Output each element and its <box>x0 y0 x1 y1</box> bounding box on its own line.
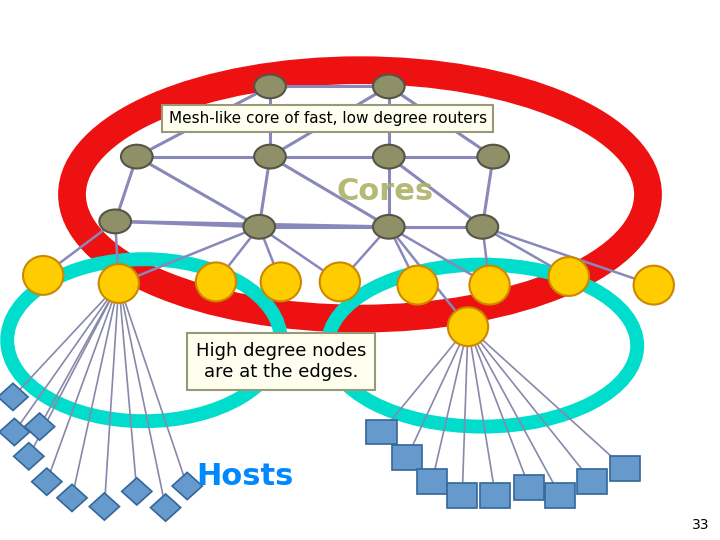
Polygon shape <box>32 468 62 495</box>
Ellipse shape <box>634 266 674 305</box>
Polygon shape <box>89 493 120 520</box>
Circle shape <box>477 145 509 168</box>
Circle shape <box>121 145 153 168</box>
Circle shape <box>254 145 286 168</box>
Circle shape <box>467 215 498 239</box>
Text: Cores: Cores <box>337 177 433 206</box>
Circle shape <box>243 215 275 239</box>
FancyBboxPatch shape <box>577 469 607 494</box>
Polygon shape <box>24 413 55 440</box>
FancyBboxPatch shape <box>545 483 575 508</box>
Text: Hosts: Hosts <box>196 462 294 491</box>
Text: High degree nodes
are at the edges.: High degree nodes are at the edges. <box>196 342 366 381</box>
Polygon shape <box>150 494 181 521</box>
Ellipse shape <box>23 256 63 295</box>
Polygon shape <box>0 418 30 445</box>
Polygon shape <box>0 383 28 410</box>
Polygon shape <box>57 484 87 511</box>
Ellipse shape <box>320 262 360 301</box>
Polygon shape <box>122 478 152 505</box>
Ellipse shape <box>261 262 301 301</box>
Ellipse shape <box>99 264 139 303</box>
Circle shape <box>373 215 405 239</box>
Polygon shape <box>14 443 44 470</box>
FancyBboxPatch shape <box>447 483 477 508</box>
Ellipse shape <box>448 307 488 346</box>
Circle shape <box>99 210 131 233</box>
Ellipse shape <box>196 262 236 301</box>
Text: Mesh-like core of fast, low degree routers: Mesh-like core of fast, low degree route… <box>168 111 487 126</box>
Circle shape <box>254 75 286 98</box>
FancyBboxPatch shape <box>366 420 397 444</box>
FancyBboxPatch shape <box>514 475 544 500</box>
FancyBboxPatch shape <box>610 456 640 481</box>
Ellipse shape <box>397 266 438 305</box>
Text: 33: 33 <box>692 518 709 532</box>
Ellipse shape <box>549 257 589 296</box>
FancyBboxPatch shape <box>480 483 510 508</box>
Polygon shape <box>172 472 202 500</box>
FancyBboxPatch shape <box>417 469 447 494</box>
Circle shape <box>373 75 405 98</box>
FancyBboxPatch shape <box>392 446 422 470</box>
Ellipse shape <box>469 266 510 305</box>
Circle shape <box>373 145 405 168</box>
